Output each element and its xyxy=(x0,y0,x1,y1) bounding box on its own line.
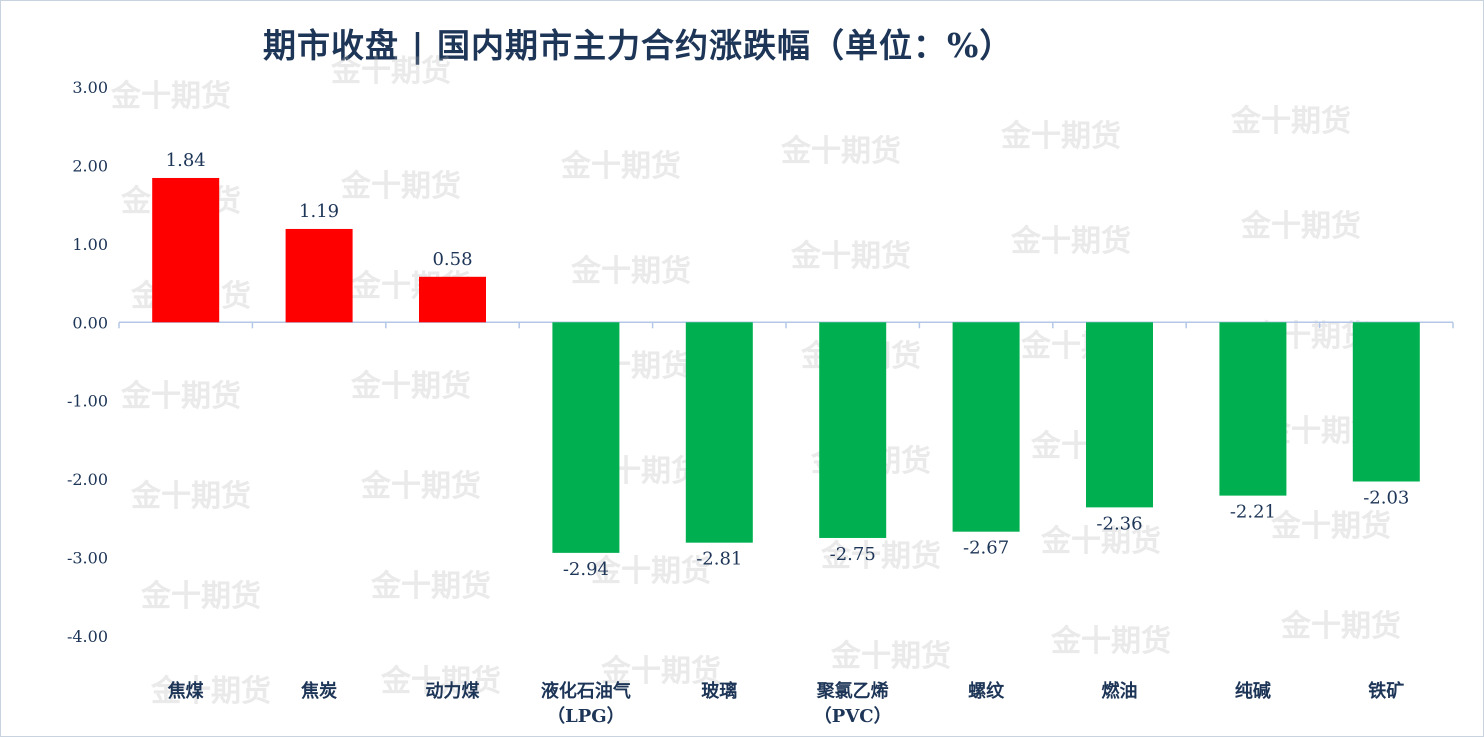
data-label: -2.03 xyxy=(1363,487,1409,508)
category-label: 液化石油气 xyxy=(541,680,631,702)
bar xyxy=(1219,322,1287,496)
category-label: 聚氯乙烯 xyxy=(816,680,889,702)
category-label: 焦炭 xyxy=(300,680,337,702)
bar xyxy=(152,177,220,323)
y-tick-label: 3.00 xyxy=(72,78,108,97)
chart-title: 期市收盘 | 国内期市主力合约涨跌幅（单位：%） xyxy=(263,26,1014,65)
y-tick-label: 2.00 xyxy=(72,156,108,175)
bar xyxy=(1086,322,1153,508)
y-tick-label: -1.00 xyxy=(67,392,108,411)
bar xyxy=(419,276,486,323)
bar xyxy=(685,322,753,543)
y-tick-label: 0.00 xyxy=(72,313,108,332)
data-label: -2.81 xyxy=(696,549,742,570)
bar xyxy=(552,322,620,553)
data-label: -2.75 xyxy=(830,544,876,565)
data-label: 1.84 xyxy=(166,150,206,171)
y-tick-label: -2.00 xyxy=(67,470,108,489)
category-label: 纯碱 xyxy=(1235,680,1271,702)
data-label: -2.21 xyxy=(1230,502,1276,523)
bar xyxy=(819,322,887,538)
bar xyxy=(952,322,1020,532)
y-tick-label: 1.00 xyxy=(72,235,108,254)
data-label: -2.36 xyxy=(1096,513,1142,534)
category-label: 燃油 xyxy=(1102,680,1138,702)
data-label: -2.67 xyxy=(963,538,1009,559)
category-label: 铁矿 xyxy=(1368,680,1404,702)
category-label: 螺纹 xyxy=(968,680,1005,702)
y-tick-label: -4.00 xyxy=(67,627,108,646)
data-label: -2.94 xyxy=(563,559,609,580)
bar xyxy=(1352,322,1420,482)
bar xyxy=(285,228,353,323)
category-label: 玻璃 xyxy=(701,680,737,702)
data-label: 1.19 xyxy=(299,201,339,222)
category-label: 焦煤 xyxy=(167,680,204,702)
y-tick-label: -3.00 xyxy=(67,549,108,568)
data-label: 0.58 xyxy=(432,249,472,270)
category-label: 动力煤 xyxy=(426,680,480,702)
category-label: （LPG） xyxy=(547,706,625,727)
category-label: （PVC） xyxy=(814,706,892,727)
